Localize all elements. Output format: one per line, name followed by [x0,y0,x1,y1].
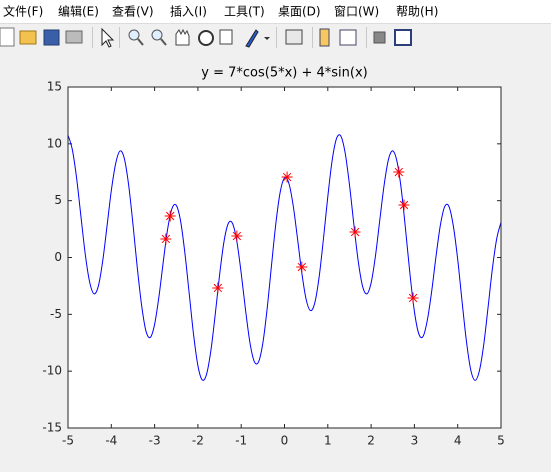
x-tick-label: -2 [192,434,204,448]
data-cursor-icon[interactable] [219,29,233,45]
menu-item[interactable]: 插入(I) [170,5,207,19]
y-tick-label: 0 [54,250,62,264]
y-tick-label: 10 [47,136,62,150]
y-tick-label: -15 [42,421,62,435]
x-tick-label: 5 [497,434,505,448]
menu-item[interactable]: 工具(T) [224,5,265,19]
show-tools-icon[interactable] [394,29,412,46]
zoom-out-icon[interactable] [151,29,163,41]
save-icon[interactable] [43,29,60,46]
hide-tools-icon[interactable] [373,31,386,44]
data-point [231,230,243,242]
data-point [212,282,224,294]
x-tick-label: 4 [454,434,462,448]
plot-area [68,87,501,428]
legend-icon[interactable] [339,29,357,46]
y-tick-label: -5 [50,307,62,321]
data-point [296,261,308,273]
zoom-in-handle [137,38,144,46]
pan-icon[interactable] [175,28,190,46]
x-tick-label: -5 [62,434,74,448]
data-point [407,292,419,304]
pointer-icon[interactable] [101,27,115,48]
menu-item[interactable]: 编辑(E) [58,4,99,19]
menu-item[interactable]: 桌面(D) [278,5,321,19]
menu-item[interactable]: 帮助(H) [396,5,438,19]
data-point [398,199,410,211]
zoom-in-icon[interactable] [128,29,140,41]
menu-item[interactable]: 文件(F) [3,4,43,19]
data-point [164,210,176,222]
colorbar-icon[interactable] [319,28,330,47]
y-tick-label: 15 [47,80,62,94]
y-tick-label: 5 [54,193,62,207]
data-line [68,134,501,381]
menu-item[interactable]: 窗口(W) [334,5,379,19]
chart-title: y = 7*cos(5*x) + 4*sin(x) [201,66,368,81]
print-icon[interactable] [65,30,83,44]
x-tick-label: 2 [367,434,375,448]
menu-item[interactable]: 查看(V) [112,5,154,19]
axes-box [67,86,502,429]
rotate-icon[interactable] [198,30,214,46]
y-tick-label: -10 [42,364,62,378]
data-point [393,166,405,178]
menu: 文件(F) 编辑(E) 查看(V) 插入(I) 工具(T) 桌面(D) 窗口(W) 帮助(H) [3,4,438,19]
x-tick-label: 3 [411,434,419,448]
x-tick-label: 1 [324,434,332,448]
new-icon[interactable] [0,27,15,47]
open-icon[interactable] [19,30,37,45]
link-icon[interactable] [285,29,303,45]
dropdown-icon[interactable] [264,37,270,40]
x-tick-label: -3 [149,434,161,448]
toolbar [0,27,412,48]
x-tick-label: -1 [235,434,247,448]
data-point [160,233,172,245]
data-point [281,171,293,183]
menu-bar [0,0,551,23]
brush-icon[interactable] [245,29,259,48]
x-tick-label: -4 [105,434,117,448]
data-point [349,226,361,238]
zoom-out-handle [160,38,167,46]
x-tick-label: 0 [281,434,289,448]
